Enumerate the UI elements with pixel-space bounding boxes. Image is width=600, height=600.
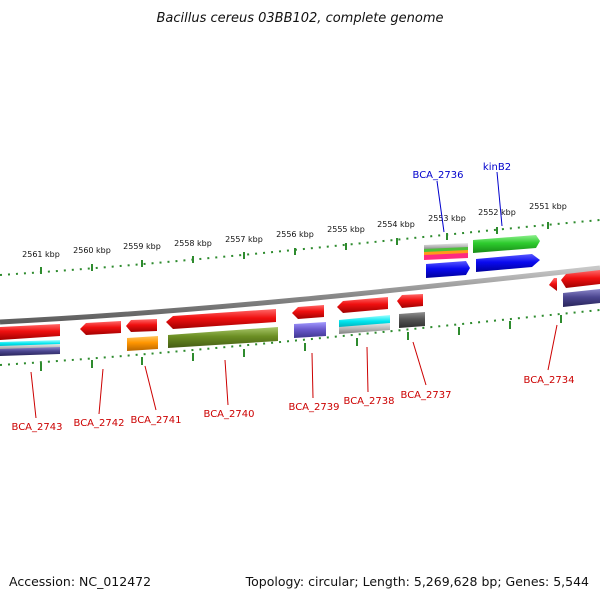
ruler-label: 2561 kbp: [22, 250, 60, 259]
gene-bca-2738: [337, 297, 390, 334]
gene-right-edge-red-arrow: [561, 270, 600, 288]
gene-bca-2740-olive-block: [168, 327, 278, 348]
gene-bca-2736-magenta-band: [424, 253, 468, 260]
leader-bca-2740: [224, 359, 229, 406]
genome-summary-text: Topology: circular; Length: 5,269,628 bp…: [245, 574, 589, 589]
genome-backbone: [0, 265, 600, 325]
gene-label-kinb2[interactable]: kinB2: [483, 162, 511, 173]
reverse-strand-genes: [0, 270, 600, 356]
gene-bca-2736-stack: [424, 243, 470, 278]
leader-bca-2743: [30, 371, 37, 419]
gene-label-bca-2742[interactable]: BCA_2742: [74, 418, 125, 429]
gene-bca-2742-arrow: [80, 321, 121, 335]
lower-ruler-major-ticks: [40, 315, 562, 371]
gene-bca-2740: [166, 309, 278, 348]
gene-bca-2740-red-arrow: [166, 309, 276, 329]
leader-bca-2734: [547, 324, 558, 371]
gene-label-bca-2734[interactable]: BCA_2734: [524, 375, 575, 386]
lower-ruler: [0, 309, 600, 371]
upper-ruler-labels: 2561 kbp 2560 kbp 2559 kbp 2558 kbp 2557…: [22, 202, 567, 259]
leader-bca-2741: [144, 365, 157, 411]
upper-ruler: 2561 kbp 2560 kbp 2559 kbp 2558 kbp 2557…: [0, 202, 600, 276]
gene-bca-2737: [397, 294, 425, 328]
gene-right-edge: [561, 270, 600, 307]
accession-text: Accession: NC_012472: [9, 574, 151, 589]
label-leaders: [30, 171, 558, 419]
gene-kinb2-blue-arrow: [476, 254, 540, 272]
gene-labels: BCA_2736 kinB2 BCA_2743 BCA_2742 BCA_274…: [12, 162, 575, 433]
map-title: Bacillus cereus 03BB102, complete genome: [156, 11, 443, 26]
gene-kinb2: [473, 235, 540, 272]
gene-label-bca-2741[interactable]: BCA_2741: [131, 415, 182, 426]
upper-ruler-major-ticks: [40, 222, 549, 274]
ruler-label: 2554 kbp: [377, 220, 415, 229]
ruler-label: 2556 kbp: [276, 230, 314, 239]
ruler-label: 2557 kbp: [225, 235, 263, 244]
gene-bca-2736-arrow: [426, 261, 470, 278]
ruler-label: 2551 kbp: [529, 202, 567, 211]
gene-bca-2738-cyan-block: [339, 315, 390, 329]
gene-bca-2741-red-arrow: [126, 319, 157, 332]
gene-right-edge-navy-block: [563, 289, 600, 307]
gene-bca-2739-purple-block: [294, 322, 326, 338]
gene-label-bca-2736[interactable]: BCA_2736: [413, 170, 464, 181]
gene-kinb2-green-arrow: [473, 235, 540, 253]
gene-bca-2741: [126, 319, 158, 351]
leader-bca-2737: [412, 341, 427, 386]
ruler-label: 2558 kbp: [174, 239, 212, 248]
leader-bca-2742: [98, 368, 104, 415]
gene-bca-2743-arrow: [0, 324, 60, 340]
gene-label-bca-2738[interactable]: BCA_2738: [344, 396, 395, 407]
ruler-label: 2559 kbp: [123, 242, 161, 251]
leader-kinb2: [496, 171, 503, 227]
ruler-label: 2553 kbp: [428, 214, 466, 223]
gene-bca-2734-arrow: [549, 278, 557, 291]
gene-bca-2738-grey-block: [339, 323, 390, 334]
gene-bca-2737-darkgrey-block: [399, 312, 425, 328]
gene-bca-2739: [292, 305, 326, 338]
gene-bca-2737-red-arrow: [397, 294, 423, 308]
leader-bca-2739: [311, 352, 314, 399]
gene-bca-2741-orange-block: [127, 336, 158, 351]
leader-bca-2736: [436, 180, 445, 233]
gene-bca-2743-navy-band: [0, 347, 60, 356]
ruler-label: 2560 kbp: [73, 246, 111, 255]
forward-strand-genes: [424, 235, 540, 278]
gene-bca-2743: [0, 324, 60, 356]
gene-bca-2739-red-arrow: [292, 305, 324, 319]
gene-bca-2738-red-arrow: [337, 297, 388, 313]
gene-label-bca-2743[interactable]: BCA_2743: [12, 422, 63, 433]
gene-label-bca-2737[interactable]: BCA_2737: [401, 390, 452, 401]
ruler-label: 2552 kbp: [478, 208, 516, 217]
ruler-label: 2555 kbp: [327, 225, 365, 234]
gene-label-bca-2739[interactable]: BCA_2739: [289, 402, 340, 413]
gene-label-bca-2740[interactable]: BCA_2740: [204, 409, 255, 420]
leader-bca-2738: [366, 346, 369, 393]
